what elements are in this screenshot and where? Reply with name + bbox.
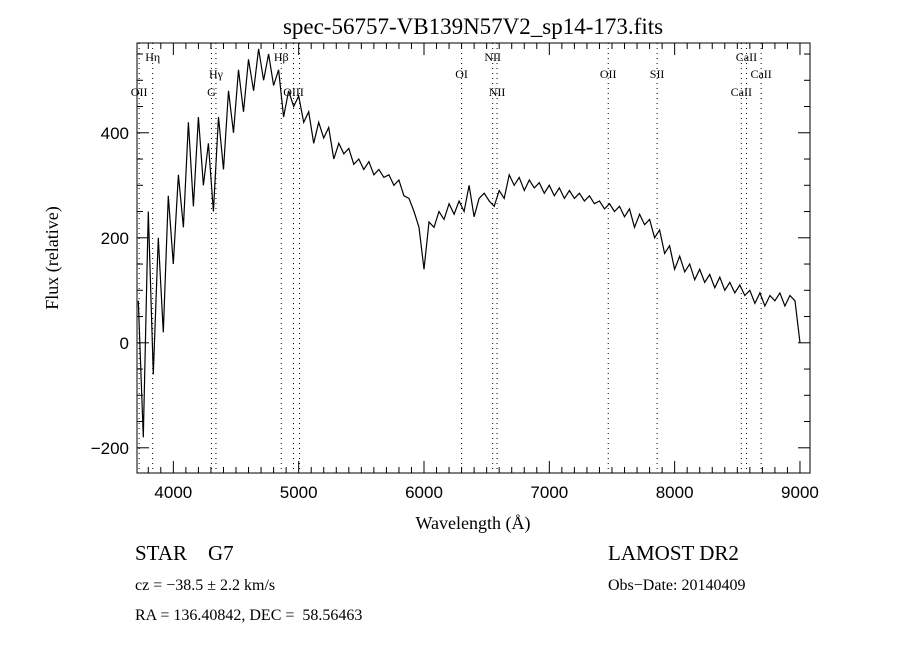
x-tick-label: 7000 [530, 483, 568, 502]
spectral-line-label: Hβ [274, 50, 289, 64]
spectral-line-label: OIII [283, 85, 304, 99]
spectral-line-label: OII [131, 85, 148, 99]
y-tick-label: 0 [120, 334, 129, 353]
x-tick-label: 6000 [405, 483, 443, 502]
x-axis-label: Wavelength (Å) [415, 513, 530, 534]
spectrum-line [137, 48, 801, 438]
spectral-line-label: OI [455, 67, 468, 81]
spectral-line-label: NII [489, 85, 506, 99]
redshift-cz: cz = −38.5 ± 2.2 km/s [135, 577, 275, 594]
plot-frame [136, 42, 811, 474]
spectral-line-label: Hγ [209, 67, 224, 81]
spectral-line-label: CaII [736, 50, 757, 64]
spectral-line-label: NII [484, 50, 501, 64]
y-tick-label: −200 [91, 439, 129, 458]
spectral-line-label: OII [600, 67, 617, 81]
x-tick-label: 5000 [280, 483, 318, 502]
axes: 4000 5000 6000 7000 8000 9000 −200 0 200 400 [91, 42, 819, 502]
spectral-line-markers: OII Hη G Hγ Hβ OIII OI NII NII OII SII CaII CaII CaII [131, 43, 772, 473]
spectral-line-label: CaII [750, 67, 771, 81]
spectral-line-label: CaII [731, 85, 752, 99]
x-tick-label: 8000 [656, 483, 694, 502]
survey-name: LAMOST DR2 [608, 541, 739, 565]
y-axis-label: Flux (relative) [42, 206, 63, 309]
x-tick-label: 4000 [154, 483, 192, 502]
spectral-line-label: Hη [145, 50, 160, 64]
x-tick-label: 9000 [781, 483, 819, 502]
object-class: STAR G7 [135, 541, 234, 565]
y-tick-label: 200 [101, 229, 129, 248]
obs-date: Obs−Date: 20140409 [608, 577, 745, 594]
ra-dec: RA = 136.40842, DEC = 58.56463 [135, 607, 362, 624]
y-tick-label: 400 [101, 124, 129, 143]
spectral-line-label: G [207, 85, 216, 99]
chart-title: spec-56757-VB139N57V2_sp14-173.fits [283, 14, 663, 39]
plot-area [137, 48, 801, 438]
spectral-line-label: SII [650, 67, 665, 81]
